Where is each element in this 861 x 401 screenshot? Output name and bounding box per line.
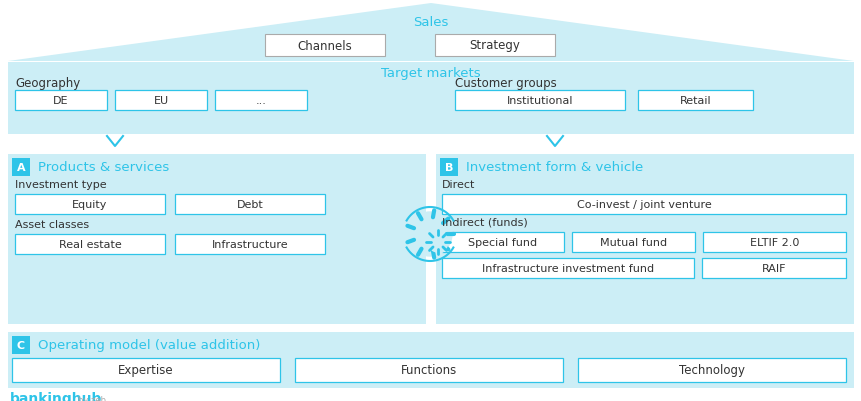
Bar <box>435 35 554 57</box>
Bar <box>15 194 164 215</box>
Text: Co-invest / joint venture: Co-invest / joint venture <box>576 200 710 209</box>
Bar <box>442 258 693 278</box>
Text: Target markets: Target markets <box>381 66 480 79</box>
Text: Channels: Channels <box>297 39 352 53</box>
Text: C: C <box>17 340 25 350</box>
Bar <box>15 235 164 254</box>
Text: A: A <box>16 162 25 172</box>
Bar <box>8 332 853 388</box>
Bar <box>572 233 694 252</box>
Text: Functions: Functions <box>400 364 456 377</box>
Text: Expertise: Expertise <box>118 364 174 377</box>
Text: Infrastructure investment fund: Infrastructure investment fund <box>481 263 653 273</box>
Text: Geography: Geography <box>15 76 80 89</box>
Bar <box>175 194 325 215</box>
Text: ...: ... <box>255 96 266 106</box>
Text: Products & services: Products & services <box>38 161 169 174</box>
Text: Infrastructure: Infrastructure <box>212 239 288 249</box>
Text: Mutual fund: Mutual fund <box>599 237 666 247</box>
Text: Indirect (funds): Indirect (funds) <box>442 217 527 227</box>
Bar <box>214 91 307 111</box>
Text: Equity: Equity <box>72 200 108 209</box>
Bar <box>442 194 845 215</box>
Circle shape <box>428 233 448 252</box>
Bar <box>264 35 385 57</box>
Text: Debt: Debt <box>237 200 263 209</box>
Bar <box>294 358 562 382</box>
Bar <box>15 91 107 111</box>
Text: Sales: Sales <box>412 16 449 28</box>
Bar <box>12 336 30 354</box>
Bar <box>175 235 325 254</box>
Text: by zeb: by zeb <box>77 395 106 401</box>
Bar <box>436 155 853 324</box>
Polygon shape <box>8 4 853 62</box>
Bar <box>12 358 280 382</box>
Text: Strategy: Strategy <box>469 39 520 53</box>
Bar <box>701 258 845 278</box>
Text: Operating model (value addition): Operating model (value addition) <box>38 339 260 352</box>
Bar <box>442 233 563 252</box>
Bar <box>8 63 853 135</box>
Text: Customer groups: Customer groups <box>455 76 556 89</box>
Text: bankinghub: bankinghub <box>10 391 102 401</box>
Bar <box>12 176 422 320</box>
Text: Investment form & vehicle: Investment form & vehicle <box>466 161 642 174</box>
Text: DE: DE <box>53 96 69 106</box>
Bar <box>12 159 30 176</box>
Text: EU: EU <box>153 96 169 106</box>
Text: ELTIF 2.0: ELTIF 2.0 <box>749 237 798 247</box>
Text: Real estate: Real estate <box>59 239 121 249</box>
Bar <box>439 159 457 176</box>
Bar <box>8 155 425 324</box>
Text: B: B <box>444 162 453 172</box>
Text: Asset classes: Asset classes <box>15 219 89 229</box>
Bar <box>115 91 207 111</box>
Text: Technology: Technology <box>678 364 744 377</box>
Circle shape <box>407 213 451 256</box>
Bar <box>578 358 845 382</box>
Bar <box>637 91 753 111</box>
Text: Institutional: Institutional <box>506 96 573 106</box>
Text: Direct: Direct <box>442 180 474 190</box>
Bar <box>455 91 624 111</box>
Text: Retail: Retail <box>679 96 710 106</box>
Text: RAIF: RAIF <box>761 263 785 273</box>
Bar <box>703 233 845 252</box>
Text: Special fund: Special fund <box>468 237 537 247</box>
Text: Investment type: Investment type <box>15 180 107 190</box>
